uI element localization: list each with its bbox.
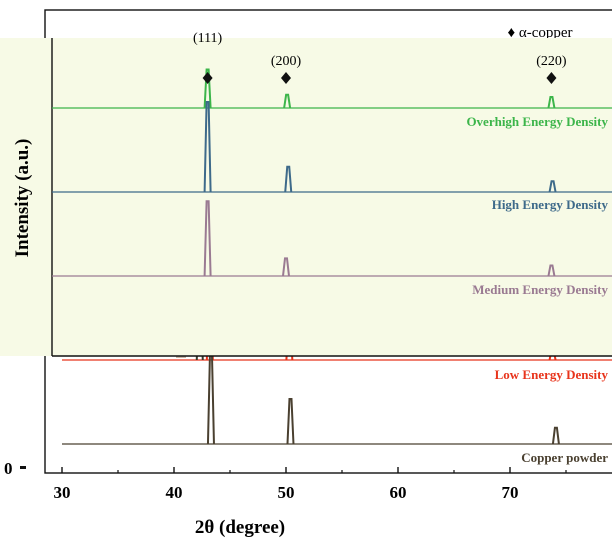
peak-label-111: (111) <box>193 31 223 46</box>
x-tick-label-40: 40 <box>166 483 183 502</box>
peak-overhigh-energy-density-2 <box>547 96 556 109</box>
inset-background <box>0 38 612 356</box>
peak-high-energy-density-0 <box>203 101 212 193</box>
series-label-copper-powder: Copper powder <box>521 450 608 465</box>
peak-diamond-111 <box>202 72 213 84</box>
x-tick-label-30: 30 <box>54 483 71 502</box>
series-label-high-energy-density: High Energy Density <box>492 197 609 212</box>
x-tick-label-60: 60 <box>390 483 407 502</box>
series-label-low-energy-density: Low Energy Density <box>495 367 609 382</box>
x-tick-label-50: 50 <box>278 483 295 502</box>
peak-copper-powder-1 <box>286 398 295 445</box>
partial-tick-mark <box>20 466 26 469</box>
y-axis-title: Intensity (a.u.) <box>12 139 33 258</box>
peak-medium-energy-density-0 <box>203 200 212 277</box>
peak-overhigh-energy-density-0 <box>203 68 212 109</box>
peak-diamond-220 <box>546 72 557 84</box>
peak-high-energy-density-1 <box>284 165 293 193</box>
peak-medium-energy-density-1 <box>282 257 290 277</box>
peak-diamond-200 <box>281 72 291 84</box>
inset-series-group: Overhigh Energy Density High Energy Densi… <box>52 68 612 297</box>
series-medium-energy-density: Medium Energy Density <box>52 200 612 297</box>
inset-panel: Overhigh Energy Density High Energy Densi… <box>0 31 612 357</box>
x-axis-title: 2θ (degree) <box>195 517 285 538</box>
x-tick-label-70: 70 <box>502 483 519 502</box>
peak-high-energy-density-2 <box>548 180 557 193</box>
peak-label-220: (220) <box>536 54 567 69</box>
inset-peak-labels: (111) (200) (220) <box>193 31 567 84</box>
series-high-energy-density: High Energy Density <box>52 101 612 212</box>
series-label-overhigh-energy-density: Overhigh Energy Density <box>466 114 608 129</box>
legend-alpha-copper: ♦ α-copper <box>507 25 572 41</box>
peak-medium-energy-density-2 <box>547 264 556 277</box>
series-label-medium-energy-density: Medium Energy Density <box>472 282 608 297</box>
series-overhigh-energy-density: Overhigh Energy Density <box>52 68 612 129</box>
peak-overhigh-energy-density-1 <box>283 93 292 109</box>
peak-label-200: (200) <box>271 54 302 69</box>
series-copper-powder: Copper powder <box>62 353 612 465</box>
background-x-axis: 30405060708 <box>54 467 567 502</box>
peak-copper-powder-2 <box>551 426 560 445</box>
partial-tick-label: 0 <box>4 459 13 478</box>
